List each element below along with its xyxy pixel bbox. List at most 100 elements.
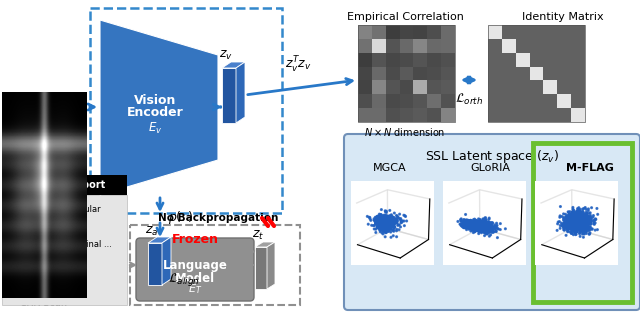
FancyBboxPatch shape	[428, 94, 441, 108]
FancyBboxPatch shape	[428, 25, 441, 39]
Text: GLoRIA: GLoRIA	[470, 163, 510, 173]
FancyBboxPatch shape	[441, 66, 455, 80]
Text: $z_a$: $z_a$	[145, 225, 158, 238]
FancyBboxPatch shape	[543, 108, 557, 122]
FancyBboxPatch shape	[488, 66, 502, 80]
FancyBboxPatch shape	[2, 195, 127, 305]
Text: MGCA: MGCA	[373, 163, 407, 173]
FancyBboxPatch shape	[413, 94, 428, 108]
FancyBboxPatch shape	[557, 94, 571, 108]
FancyBboxPatch shape	[543, 80, 557, 94]
FancyBboxPatch shape	[557, 66, 571, 80]
Polygon shape	[162, 237, 171, 285]
FancyBboxPatch shape	[413, 108, 428, 122]
FancyBboxPatch shape	[386, 80, 399, 94]
FancyBboxPatch shape	[543, 39, 557, 53]
Text: There is mild vascular: There is mild vascular	[8, 205, 100, 214]
Text: Empirical Correlation: Empirical Correlation	[347, 12, 463, 22]
FancyBboxPatch shape	[399, 108, 413, 122]
Text: Model: Model	[175, 271, 215, 285]
FancyBboxPatch shape	[488, 53, 502, 66]
FancyBboxPatch shape	[413, 53, 428, 66]
FancyBboxPatch shape	[529, 53, 543, 66]
FancyBboxPatch shape	[358, 108, 372, 122]
FancyBboxPatch shape	[441, 80, 455, 94]
FancyBboxPatch shape	[372, 39, 386, 53]
FancyBboxPatch shape	[358, 39, 372, 53]
FancyBboxPatch shape	[372, 80, 386, 94]
FancyBboxPatch shape	[413, 80, 428, 94]
FancyBboxPatch shape	[399, 25, 413, 39]
FancyBboxPatch shape	[399, 94, 413, 108]
FancyBboxPatch shape	[543, 53, 557, 66]
FancyBboxPatch shape	[136, 238, 254, 301]
Text: The cardiomediastinal ...: The cardiomediastinal ...	[8, 240, 112, 249]
FancyBboxPatch shape	[571, 108, 585, 122]
Text: CXR Scan: CXR Scan	[20, 298, 68, 308]
FancyBboxPatch shape	[488, 39, 502, 53]
FancyBboxPatch shape	[428, 53, 441, 66]
Text: Frozen: Frozen	[172, 233, 218, 246]
FancyBboxPatch shape	[386, 66, 399, 80]
FancyBboxPatch shape	[428, 108, 441, 122]
FancyBboxPatch shape	[372, 108, 386, 122]
FancyBboxPatch shape	[428, 39, 441, 53]
FancyBboxPatch shape	[372, 94, 386, 108]
Text: Medical Report: Medical Report	[22, 180, 106, 190]
FancyBboxPatch shape	[557, 25, 571, 39]
Text: $z_v$: $z_v$	[219, 49, 233, 62]
FancyBboxPatch shape	[413, 39, 428, 53]
FancyBboxPatch shape	[529, 94, 543, 108]
FancyBboxPatch shape	[399, 39, 413, 53]
FancyBboxPatch shape	[516, 39, 529, 53]
FancyBboxPatch shape	[386, 53, 399, 66]
Text: M-FLAG: M-FLAG	[566, 163, 614, 173]
FancyBboxPatch shape	[399, 66, 413, 80]
FancyBboxPatch shape	[441, 53, 455, 66]
FancyBboxPatch shape	[516, 108, 529, 122]
FancyBboxPatch shape	[441, 108, 455, 122]
FancyBboxPatch shape	[502, 108, 516, 122]
FancyBboxPatch shape	[571, 80, 585, 94]
FancyBboxPatch shape	[516, 53, 529, 66]
FancyBboxPatch shape	[413, 66, 428, 80]
Text: $z_t$: $z_t$	[252, 229, 264, 242]
Text: Identity Matrix: Identity Matrix	[522, 12, 604, 22]
Polygon shape	[222, 62, 245, 68]
FancyBboxPatch shape	[358, 25, 372, 39]
Text: engorgement.: engorgement.	[8, 218, 68, 227]
FancyBboxPatch shape	[557, 39, 571, 53]
Text: $z_v^T z_v$: $z_v^T z_v$	[285, 55, 311, 75]
FancyBboxPatch shape	[413, 25, 428, 39]
FancyBboxPatch shape	[571, 66, 585, 80]
FancyBboxPatch shape	[386, 39, 399, 53]
Text: Language: Language	[163, 259, 227, 271]
Polygon shape	[255, 247, 267, 289]
FancyBboxPatch shape	[516, 25, 529, 39]
Polygon shape	[255, 242, 275, 247]
FancyBboxPatch shape	[488, 94, 502, 108]
FancyBboxPatch shape	[571, 53, 585, 66]
FancyBboxPatch shape	[488, 108, 502, 122]
FancyBboxPatch shape	[428, 80, 441, 94]
FancyBboxPatch shape	[502, 66, 516, 80]
FancyBboxPatch shape	[502, 80, 516, 94]
FancyBboxPatch shape	[488, 80, 502, 94]
FancyBboxPatch shape	[2, 175, 127, 195]
FancyBboxPatch shape	[571, 94, 585, 108]
Polygon shape	[236, 62, 245, 123]
FancyBboxPatch shape	[358, 66, 372, 80]
FancyBboxPatch shape	[372, 66, 386, 80]
FancyBboxPatch shape	[543, 25, 557, 39]
Polygon shape	[148, 237, 171, 243]
FancyBboxPatch shape	[428, 66, 441, 80]
FancyBboxPatch shape	[557, 80, 571, 94]
FancyBboxPatch shape	[358, 94, 372, 108]
Text: SSL Latent space ($z_v$): SSL Latent space ($z_v$)	[425, 148, 559, 165]
Polygon shape	[222, 68, 236, 123]
FancyBboxPatch shape	[502, 94, 516, 108]
Text: $E_T$: $E_T$	[188, 282, 202, 296]
Text: $E_v$: $E_v$	[148, 120, 162, 135]
FancyBboxPatch shape	[557, 53, 571, 66]
Text: No Backpropagation: No Backpropagation	[158, 213, 278, 223]
